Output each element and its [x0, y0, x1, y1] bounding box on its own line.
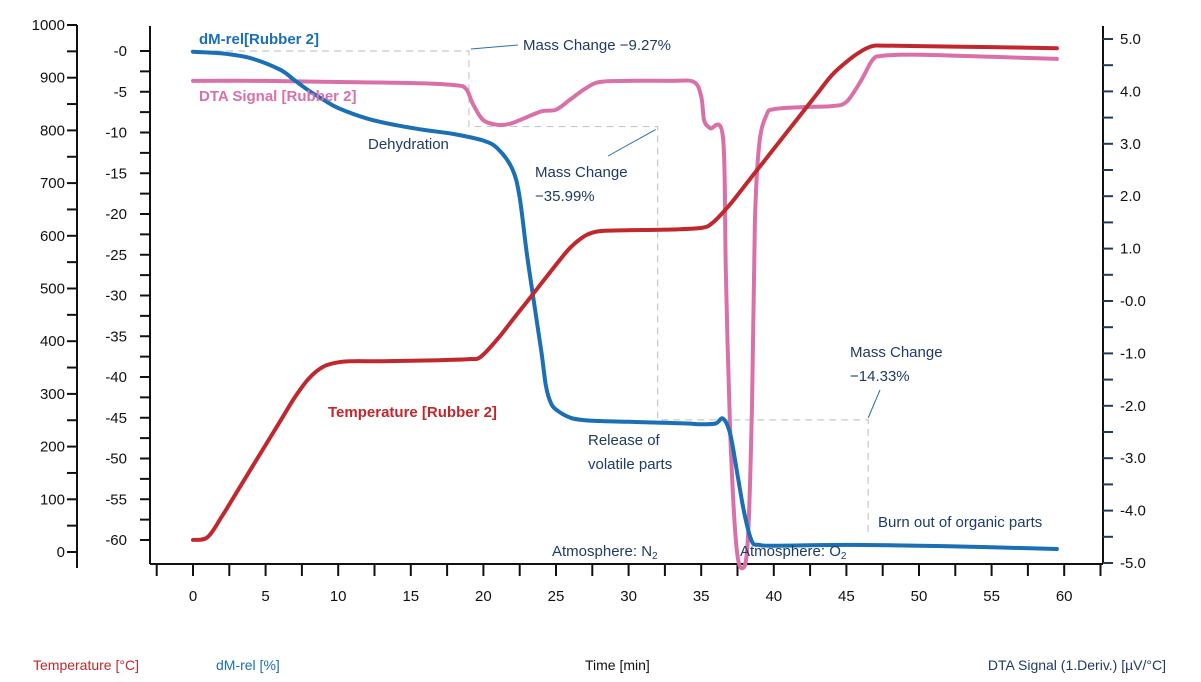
tick-label-mass: -15 [105, 165, 127, 182]
atmosphere-o2-main: Atmosphere: O [740, 543, 841, 560]
atmosphere-o2-sub: 2 [841, 551, 847, 562]
tick-label-temp: 1000 [32, 17, 65, 34]
tick-label-temp: 0 [57, 544, 65, 561]
tick-label-dta: -0.0 [1120, 293, 1146, 310]
tick-label-dta: 3.0 [1120, 136, 1141, 153]
leader-line-mass-change-1 [470, 44, 519, 50]
tick-label-mass: -40 [105, 369, 127, 386]
tick-label-mass: -25 [105, 247, 127, 264]
tick-label-dta: -5.0 [1120, 555, 1146, 572]
tick-label-mass: -55 [105, 491, 127, 508]
labels-group: dM-rel[Rubber 2] DTA Signal [Rubber 2] T… [33, 31, 1166, 673]
tick-label-time: 50 [911, 588, 928, 605]
annotation-mass-change-1: Mass Change −9.27% [523, 37, 671, 54]
atmosphere-n2-main: Atmosphere: N [552, 543, 652, 560]
annotation-release-line1: Release of [588, 432, 661, 449]
series-label-dta: DTA Signal [Rubber 2] [199, 88, 357, 105]
tick-label-temp: 700 [40, 175, 65, 192]
tick-label-temp: 100 [40, 491, 65, 508]
tick-label-temp: 200 [40, 439, 65, 456]
axis-title-temperature: Temperature [°C] [33, 657, 139, 673]
tick-label-mass: -30 [105, 288, 127, 305]
series-group [191, 43, 1059, 571]
tick-label-mass: -0 [114, 43, 127, 60]
tick-label-dta: -3.0 [1120, 450, 1146, 467]
atmosphere-n2-sub: 2 [652, 551, 658, 562]
tick-label-dta: 1.0 [1120, 241, 1141, 258]
leader-line-mass-change-3 [867, 389, 881, 419]
series-line-dta [191, 52, 1059, 571]
leader-line-mass-change-2 [607, 129, 656, 157]
tick-label-time: 40 [765, 588, 782, 605]
tick-label-time: 0 [189, 588, 197, 605]
mass-change-guides [190, 44, 881, 537]
annotation-release-line2: volatile parts [588, 456, 672, 473]
series-label-temperature: Temperature [Rubber 2] [328, 404, 497, 421]
tick-label-time: 25 [548, 588, 565, 605]
tick-label-dta: -4.0 [1120, 503, 1146, 520]
annotation-mass-change-3-line1: Mass Change [850, 344, 943, 361]
tick-label-mass: -45 [105, 410, 127, 427]
tick-label-temp: 800 [40, 122, 65, 139]
tick-label-mass: -20 [105, 206, 127, 223]
tick-label-mass: -60 [105, 532, 127, 549]
axes-group: 01002003004005006007008009001000-0-5-10-… [32, 17, 1146, 605]
tick-label-dta: -1.0 [1120, 345, 1146, 362]
annotation-atmosphere-n2: Atmosphere: N2 [552, 543, 658, 562]
series-line-mass [191, 49, 1059, 551]
tick-label-time: 55 [983, 588, 1000, 605]
tick-label-time: 35 [693, 588, 710, 605]
annotation-mass-change-2-line1: Mass Change [535, 164, 628, 181]
tick-label-dta: 4.0 [1120, 83, 1141, 100]
annotation-atmosphere-o2: Atmosphere: O2 [740, 543, 847, 562]
annotation-mass-change-3-line2: −14.33% [850, 368, 910, 385]
tick-label-temp: 300 [40, 386, 65, 403]
series-line-temp [191, 43, 1059, 542]
tick-label-time: 15 [402, 588, 419, 605]
tick-label-temp: 500 [40, 281, 65, 298]
mass-change-guide-path [190, 50, 869, 537]
tick-label-temp: 400 [40, 333, 65, 350]
axis-title-mass: dM-rel [%] [216, 657, 280, 673]
tick-label-time: 20 [475, 588, 492, 605]
tick-label-mass: -10 [105, 125, 127, 142]
annotation-burn-out: Burn out of organic parts [878, 514, 1042, 531]
tick-label-time: 10 [330, 588, 347, 605]
tick-label-dta: -2.0 [1120, 398, 1146, 415]
tick-label-mass: -50 [105, 451, 127, 468]
tick-label-mass: -35 [105, 328, 127, 345]
series-label-mass: dM-rel[Rubber 2] [199, 31, 319, 48]
tick-label-time: 45 [838, 588, 855, 605]
tick-label-time: 60 [1056, 588, 1073, 605]
axis-title-dta: DTA Signal (1.Deriv.) [µV/°C] [988, 657, 1166, 673]
axis-title-time: Time [min] [585, 657, 650, 673]
tick-label-dta: 5.0 [1120, 31, 1141, 48]
tick-label-dta: 2.0 [1120, 188, 1141, 205]
tick-label-time: 30 [620, 588, 637, 605]
tick-label-mass: -5 [114, 84, 127, 101]
tick-label-time: 5 [261, 588, 269, 605]
annotation-mass-change-2-line2: −35.99% [535, 188, 595, 205]
annotation-dehydration: Dehydration [368, 136, 449, 153]
tick-label-temp: 600 [40, 228, 65, 245]
tick-label-temp: 900 [40, 70, 65, 87]
